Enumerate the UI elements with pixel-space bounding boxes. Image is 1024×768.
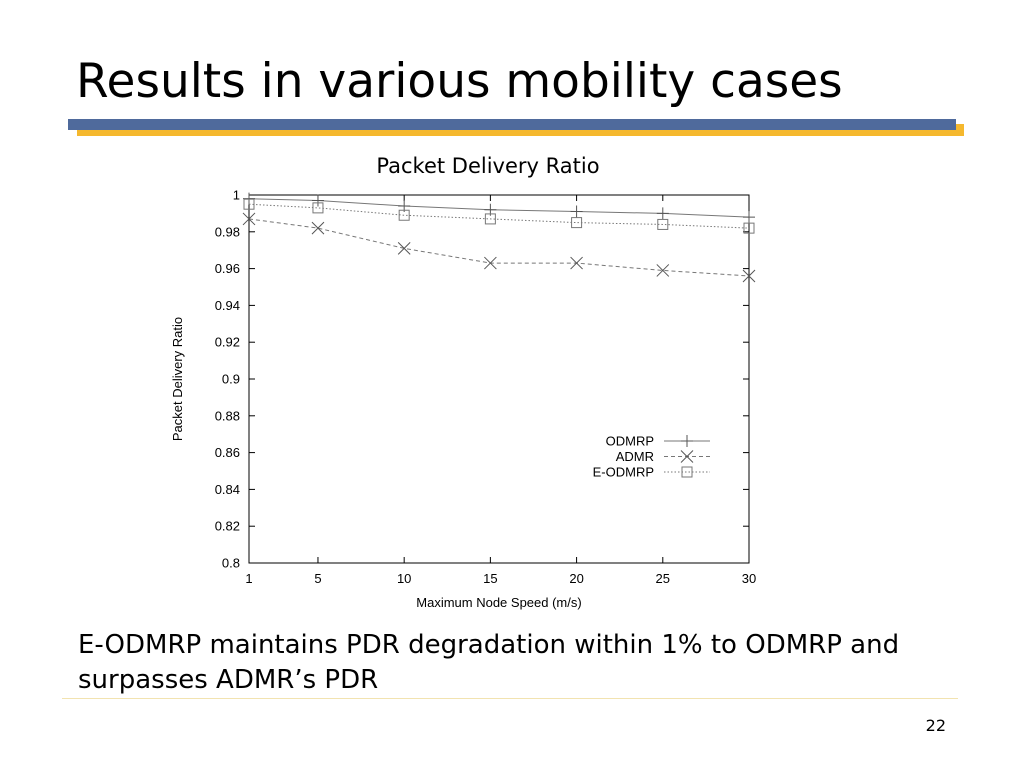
x-tick-label: 5 — [314, 571, 321, 586]
data-point — [243, 192, 255, 205]
data-point — [311, 221, 325, 235]
slide-caption: E-ODMRP maintains PDR degradation within… — [78, 630, 900, 695]
y-tick-label: 0.96 — [215, 261, 240, 276]
data-point — [571, 217, 583, 229]
data-point — [570, 205, 583, 218]
plot-frame — [248, 194, 750, 564]
data-point — [243, 198, 255, 210]
y-tick-label: 0.82 — [215, 519, 240, 534]
y-tick-label: 0.94 — [215, 298, 240, 313]
series-admr — [242, 212, 756, 283]
series-line — [248, 203, 750, 229]
data-point — [312, 202, 324, 214]
data-point — [742, 269, 756, 283]
x-tick-label: 15 — [483, 571, 497, 586]
data-point — [656, 207, 669, 220]
legend-label: E-ODMRP — [593, 465, 654, 480]
x-tick-label: 25 — [656, 571, 670, 586]
legend-label: ADMR — [616, 449, 654, 464]
data-point — [242, 212, 256, 226]
data-point — [743, 222, 755, 234]
series-line — [248, 198, 750, 218]
y-tick-label: 0.9 — [222, 372, 240, 387]
x-tick-label: 20 — [569, 571, 583, 586]
data-point — [397, 242, 411, 255]
data-point — [657, 218, 669, 230]
chart-title: Packet Delivery Ratio — [376, 154, 600, 178]
title-underline-blue — [68, 119, 956, 130]
footer-rule — [62, 698, 958, 699]
page-number: 22 — [925, 716, 946, 735]
x-tick-label: 10 — [397, 571, 411, 586]
series-line — [248, 218, 750, 277]
y-tick-label: 1 — [233, 190, 240, 203]
x-axis-label: Maximum Node Speed (m/s) — [416, 595, 581, 610]
pdr-line-chart: 0.8 0.82 0.84 0.86 0.88 0.9 0.92 0.94 0.96 0.98 1 1… — [170, 190, 756, 610]
data-point — [484, 213, 496, 225]
y-tick-label: 0.8 — [222, 556, 240, 571]
data-point — [311, 194, 324, 207]
legend-marker — [681, 466, 693, 478]
legend-marker — [680, 450, 694, 463]
data-point — [743, 211, 755, 224]
y-tick-label: 0.86 — [215, 445, 240, 460]
x-tick-label: 1 — [245, 571, 252, 586]
y-tick-label: 0.84 — [215, 482, 240, 497]
y-tick-label: 0.88 — [215, 408, 240, 423]
series-odmrp — [243, 192, 755, 224]
data-point — [398, 209, 410, 221]
legend-marker — [681, 435, 693, 447]
data-point — [656, 264, 670, 277]
slide-title: Results in various mobility cases — [76, 54, 843, 109]
data-point — [484, 256, 497, 270]
y-axis-label: Packet Delivery Ratio — [170, 317, 185, 441]
y-tick-label: 0.92 — [215, 335, 240, 350]
x-tick-label: 30 — [742, 571, 756, 586]
data-point — [570, 256, 583, 270]
series-e-odmrp — [243, 198, 755, 234]
legend-label: ODMRP — [606, 434, 654, 449]
y-tick-label: 0.98 — [215, 224, 240, 239]
